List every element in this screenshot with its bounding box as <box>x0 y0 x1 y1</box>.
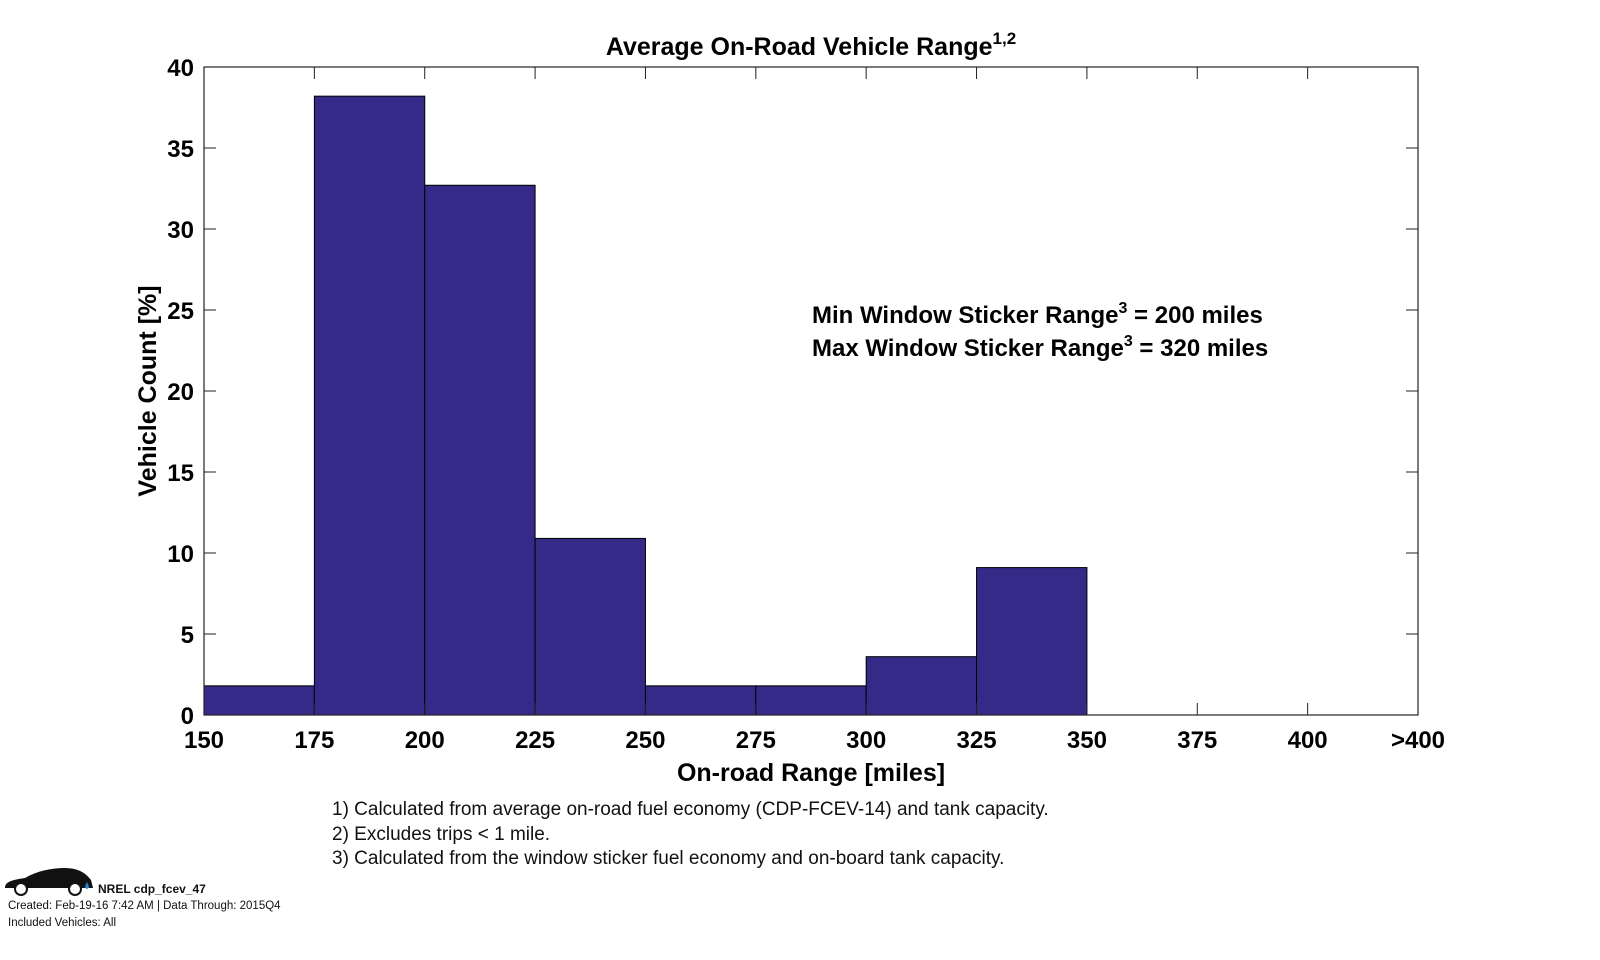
histogram-bar <box>424 184 536 716</box>
histogram-bar <box>865 656 978 716</box>
footnote-3: 3) Calculated from the window sticker fu… <box>332 848 1005 869</box>
x-axis-label: On-road Range [miles] <box>677 759 945 787</box>
y-axis-label: Vehicle Count [%] <box>134 285 162 496</box>
histogram-bar <box>534 537 646 716</box>
y-tick-label: 35 <box>167 136 194 163</box>
x-tick-label: 150 <box>184 727 224 754</box>
x-tick-label: 275 <box>736 727 776 754</box>
y-tick-label: 20 <box>167 379 194 406</box>
x-tick-label: 175 <box>294 727 334 754</box>
chart-title: Average On-Road Vehicle Range1,2 <box>606 29 1016 61</box>
created-text: Created: Feb-19-16 7:42 AM | Data Throug… <box>8 900 281 912</box>
footnote-2: 2) Excludes trips < 1 mile. <box>332 823 551 845</box>
y-tick-label: 5 <box>181 622 194 649</box>
histogram-bar <box>313 95 426 716</box>
x-tick-label: 200 <box>405 727 445 754</box>
footnote-1: 1) Calculated from average on-road fuel … <box>332 799 1049 820</box>
histogram-bar <box>976 567 1088 716</box>
included-vehicles-text: Included Vehicles: All <box>8 917 117 929</box>
report-id: NREL cdp_fcev_47 <box>98 882 206 896</box>
annotation-max-range: Max Window Sticker Range3 = 320 miles <box>812 333 1268 362</box>
x-tick-label: 375 <box>1177 727 1217 754</box>
x-tick-label: 300 <box>846 727 886 754</box>
y-tick-label: 40 <box>167 55 194 82</box>
y-tick-label: 15 <box>167 460 194 487</box>
histogram-bar <box>203 685 315 716</box>
y-tick-label: 30 <box>167 217 194 244</box>
x-tick-label: >400 <box>1391 727 1445 754</box>
annotation-min-range: Min Window Sticker Range3 = 200 miles <box>812 300 1263 329</box>
x-tick-label: 350 <box>1067 727 1107 754</box>
x-tick-label: 400 <box>1288 727 1328 754</box>
footnotes: 1) Calculated from average on-road fuel … <box>332 798 1049 872</box>
x-tick-label: 225 <box>515 727 555 754</box>
histogram-bar <box>644 685 757 716</box>
histogram-bar <box>755 685 867 716</box>
y-tick-label: 25 <box>167 298 194 325</box>
car-logo-icon <box>5 868 93 896</box>
x-tick-label: 325 <box>957 727 997 754</box>
y-tick-label: 10 <box>167 541 194 568</box>
x-tick-label: 250 <box>625 727 665 754</box>
y-tick-label: 0 <box>181 703 194 730</box>
